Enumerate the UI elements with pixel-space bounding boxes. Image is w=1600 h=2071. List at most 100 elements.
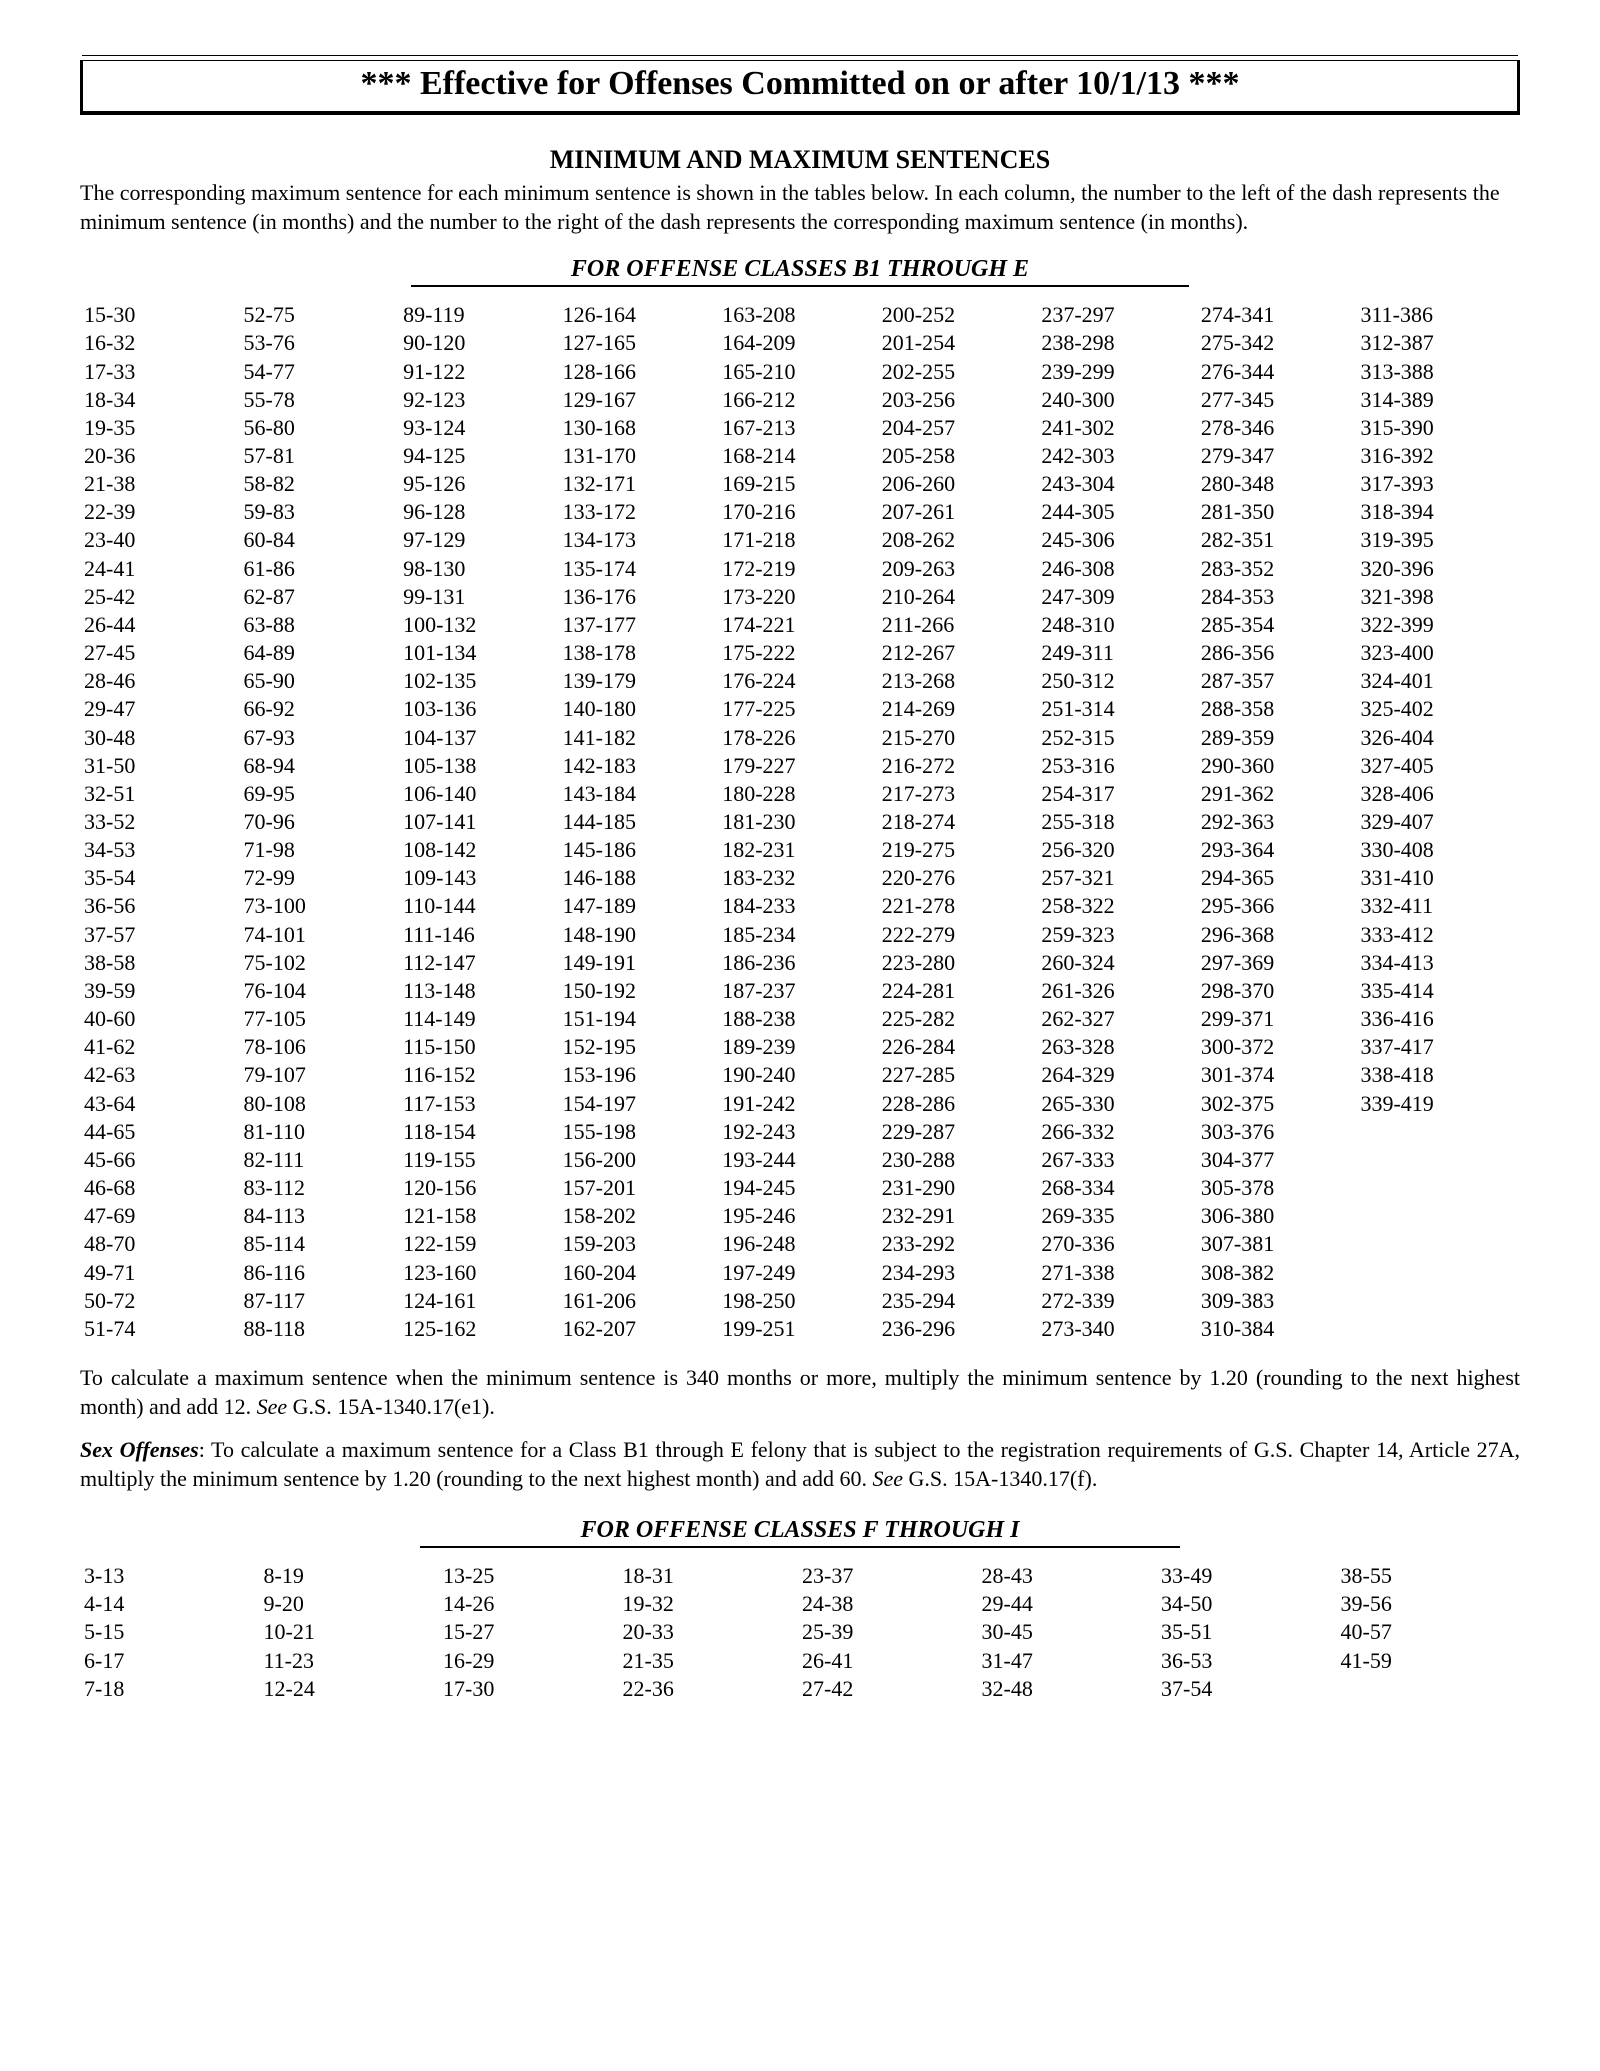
sentence-range-cell: 16-29 xyxy=(443,1647,623,1675)
sentence-range-cell: 127-165 xyxy=(563,329,723,357)
sentence-range-cell: 96-128 xyxy=(403,498,563,526)
section-title: MINIMUM AND MAXIMUM SENTENCES xyxy=(80,145,1520,175)
sentence-range-cell: 27-42 xyxy=(802,1675,982,1703)
sentence-range-cell: 40-60 xyxy=(84,1005,244,1033)
sentence-range-cell: 219-275 xyxy=(882,836,1042,864)
sentence-range-cell: 9-20 xyxy=(264,1590,444,1618)
sentence-range-cell: 339-419 xyxy=(1360,1090,1520,1118)
sentence-range-cell: 116-152 xyxy=(403,1061,563,1089)
table-column: 274-341275-342276-344277-345278-346279-3… xyxy=(1201,301,1361,1343)
sentence-range-cell: 224-281 xyxy=(882,977,1042,1005)
sentence-range-cell: 98-130 xyxy=(403,555,563,583)
sentence-range-cell: 242-303 xyxy=(1041,442,1201,470)
sentence-range-cell: 315-390 xyxy=(1360,414,1520,442)
sentence-range-cell: 333-412 xyxy=(1360,921,1520,949)
sentence-range-cell: 286-356 xyxy=(1201,639,1361,667)
sentence-range-cell: 20-33 xyxy=(623,1618,803,1646)
sentence-range-cell: 208-262 xyxy=(882,526,1042,554)
sentence-range-cell: 76-104 xyxy=(244,977,404,1005)
sentence-range-cell: 272-339 xyxy=(1041,1287,1201,1315)
sentence-range-cell: 142-183 xyxy=(563,752,723,780)
sentence-range-cell: 302-375 xyxy=(1201,1090,1361,1118)
sentence-range-cell: 46-68 xyxy=(84,1174,244,1202)
sentence-range-cell: 140-180 xyxy=(563,695,723,723)
sentence-range-cell: 34-50 xyxy=(1161,1590,1341,1618)
sentence-range-cell: 291-362 xyxy=(1201,780,1361,808)
sentence-range-cell: 155-198 xyxy=(563,1118,723,1146)
table-column: 3-134-145-156-177-18 xyxy=(84,1562,264,1703)
sentence-range-cell: 170-216 xyxy=(722,498,882,526)
sentence-range-cell: 21-38 xyxy=(84,470,244,498)
sentence-range-cell: 74-101 xyxy=(244,921,404,949)
sentence-range-cell: 7-18 xyxy=(84,1675,264,1703)
sentence-range-cell: 188-238 xyxy=(722,1005,882,1033)
table-column: 89-11990-12091-12292-12393-12494-12595-1… xyxy=(403,301,563,1343)
sentence-range-cell: 18-31 xyxy=(623,1562,803,1590)
sentence-range-cell: 122-159 xyxy=(403,1230,563,1258)
sentence-range-cell: 83-112 xyxy=(244,1174,404,1202)
sentence-range-cell: 318-394 xyxy=(1360,498,1520,526)
sentence-range-cell: 152-195 xyxy=(563,1033,723,1061)
sentence-range-cell: 136-176 xyxy=(563,583,723,611)
sentence-range-cell: 17-30 xyxy=(443,1675,623,1703)
sentence-range-cell: 62-87 xyxy=(244,583,404,611)
sentence-range-cell: 34-53 xyxy=(84,836,244,864)
sentence-range-cell: 195-246 xyxy=(722,1202,882,1230)
table-column: 311-386312-387313-388314-389315-390316-3… xyxy=(1360,301,1520,1343)
sentence-range-cell: 12-24 xyxy=(264,1675,444,1703)
sentence-range-cell: 269-335 xyxy=(1041,1202,1201,1230)
sentence-range-cell: 81-110 xyxy=(244,1118,404,1146)
sentence-range-cell: 84-113 xyxy=(244,1202,404,1230)
sentence-range-cell: 60-84 xyxy=(244,526,404,554)
sentence-range-cell: 42-63 xyxy=(84,1061,244,1089)
sentence-range-cell: 331-410 xyxy=(1360,864,1520,892)
sentence-range-cell: 214-269 xyxy=(882,695,1042,723)
sentence-range-cell: 30-48 xyxy=(84,724,244,752)
sentence-range-cell: 29-44 xyxy=(982,1590,1162,1618)
sentence-range-cell: 106-140 xyxy=(403,780,563,808)
sentence-range-cell: 32-51 xyxy=(84,780,244,808)
sentence-range-cell: 327-405 xyxy=(1360,752,1520,780)
sentence-range-cell: 27-45 xyxy=(84,639,244,667)
sentence-range-cell: 264-329 xyxy=(1041,1061,1201,1089)
sentence-range-cell: 205-258 xyxy=(882,442,1042,470)
table1-grid: 15-3016-3217-3318-3419-3520-3621-3822-39… xyxy=(84,301,1520,1343)
sentence-range-cell: 246-308 xyxy=(1041,555,1201,583)
sentence-range-cell: 67-93 xyxy=(244,724,404,752)
sentence-range-cell: 199-251 xyxy=(722,1315,882,1343)
sentence-range-cell: 298-370 xyxy=(1201,977,1361,1005)
sentence-range-cell: 95-126 xyxy=(403,470,563,498)
sentence-range-cell: 308-382 xyxy=(1201,1259,1361,1287)
sentence-range-cell: 271-338 xyxy=(1041,1259,1201,1287)
sentence-range-cell: 70-96 xyxy=(244,808,404,836)
sentence-range-cell: 16-32 xyxy=(84,329,244,357)
sentence-range-cell: 54-77 xyxy=(244,358,404,386)
sentence-range-cell: 31-47 xyxy=(982,1647,1162,1675)
sentence-range-cell: 150-192 xyxy=(563,977,723,1005)
sentence-range-cell: 119-155 xyxy=(403,1146,563,1174)
table-column: 163-208164-209165-210166-212167-213168-2… xyxy=(722,301,882,1343)
sentence-range-cell: 26-41 xyxy=(802,1647,982,1675)
table-column: 15-3016-3217-3318-3419-3520-3621-3822-39… xyxy=(84,301,244,1343)
sentence-range-cell: 261-326 xyxy=(1041,977,1201,1005)
sentence-range-cell: 118-154 xyxy=(403,1118,563,1146)
sentence-range-cell: 33-52 xyxy=(84,808,244,836)
sentence-range-cell: 58-82 xyxy=(244,470,404,498)
sentence-range-cell: 154-197 xyxy=(563,1090,723,1118)
table-column: 28-4329-4430-4531-4732-48 xyxy=(982,1562,1162,1703)
sentence-range-cell: 198-250 xyxy=(722,1287,882,1315)
sentence-range-cell: 254-317 xyxy=(1041,780,1201,808)
sentence-range-cell: 68-94 xyxy=(244,752,404,780)
sentence-range-cell: 94-125 xyxy=(403,442,563,470)
sentence-range-cell: 38-58 xyxy=(84,949,244,977)
sentence-range-cell: 300-372 xyxy=(1201,1033,1361,1061)
sentence-range-cell: 325-402 xyxy=(1360,695,1520,723)
sentence-range-cell: 260-324 xyxy=(1041,949,1201,977)
sentence-range-cell: 266-332 xyxy=(1041,1118,1201,1146)
sentence-range-cell: 11-23 xyxy=(264,1647,444,1675)
sentence-range-cell: 79-107 xyxy=(244,1061,404,1089)
sentence-range-cell: 145-186 xyxy=(563,836,723,864)
sentence-range-cell: 30-45 xyxy=(982,1618,1162,1646)
table1-heading: FOR OFFENSE CLASSES B1 THROUGH E xyxy=(80,256,1520,287)
sentence-range-cell: 276-344 xyxy=(1201,358,1361,386)
